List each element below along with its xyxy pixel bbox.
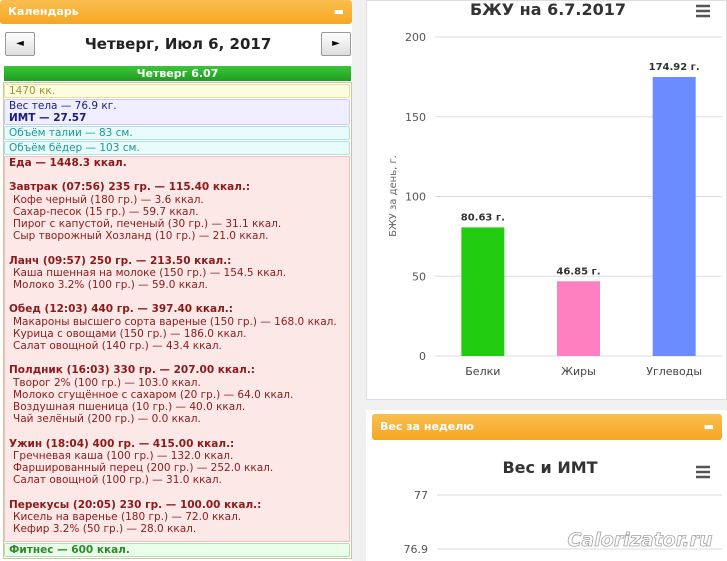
date-title: Четверг, Июл 6, 2017 [84,35,272,53]
weight-header: Вес за неделю ▬ [372,414,722,440]
meal-item: Молоко 3.2% (100 гр.) — 59.0 ккал. [13,279,208,291]
day-header: Четверг 6.07 [4,66,351,81]
collapse[interactable]: ▬ [703,420,714,433]
food-total: Еда — 1448.3 ккал. [9,157,127,169]
food-list: Еда — 1448.3 ккал. Завтрак (07:56) 235 г… [5,157,349,535]
menu-icon[interactable] [696,4,710,18]
meal-item: Творог 2% (100 гр.) — 103.0 ккал. [13,376,201,389]
meal-item: Каша пшенная на молоке (150 гр.) — 154.5… [13,266,287,279]
y-tick-label: 200 [405,31,426,44]
bar [652,77,696,357]
weight-row: Вес тела — 76.9 кг. ИМТ — 27.57 [4,99,350,125]
y-tick-label: 77 [414,489,428,502]
meal-item: Макароны высшего сорта вареные (150 гр.)… [13,315,337,328]
y-tick-label: 150 [405,111,426,124]
meal-item: Кисель на варенье (180 гр.) — 72.0 ккал. [13,510,242,523]
x-tick-label: Белки [465,365,500,378]
meal-title: Завтрак (07:56) 235 гр. — 115.40 ккал.: [9,181,251,194]
y-axis-label: БЖУ за день, г. [388,155,399,237]
header-text: Календарь [8,5,79,18]
prev-button[interactable]: ◄ [5,32,35,56]
data-label: 80.63 г. [461,212,505,223]
meal-item: Воздушная пшеница (10 гр.) — 40.0 ккал. [13,401,246,413]
meal-title: Перекусы (20:05) 230 гр. — 100.00 ккал.: [9,498,262,511]
gutter [352,0,366,561]
data-label: 174.92 г. [649,62,700,73]
meal-item: Гречневая каша (100 гр.) — 132.0 ккал. [13,449,234,462]
hips-row: Объём бёдер — 103 см. [4,141,350,155]
fitness-row: Фитнес — 600 ккал. [4,543,350,557]
weight-text: Вес тела — 76.9 кг. [9,100,117,112]
menu-icon[interactable] [696,465,710,479]
chart-title: БЖУ на 6.7.2017 [470,0,626,19]
bar [461,227,505,356]
calendar-header: Календарь ▬ [0,0,352,24]
meal-item: Сыр творожный Хозланд (10 гр.) — 21.0 кк… [13,230,269,243]
chart-title: Вес и ИМТ [502,458,597,477]
waist-row: Объём талии — 83 см. [4,126,350,140]
header-text: Вес за неделю [380,420,474,433]
food-block: Еда — 1448.3 ккал. Завтрак (07:56) 235 г… [4,156,350,542]
day-box [3,82,352,559]
x-tick-label: Углеводы [646,365,702,378]
meal-item: Сахар-песок (15 гр.) — 59.7 ккал. [13,205,199,218]
x-tick-label: Жиры [561,365,596,378]
meal-title: Полдник (16:03) 330 гр. — 207.00 ккал.: [9,364,256,377]
meal-item: Салат овощной (140 гр.) — 43.4 ккал. [13,340,222,352]
meal-item: Кофе черный (180 гр.) — 3.6 ккал. [13,193,204,206]
meal-item: Чай зелёный (200 гр.) — 0.0 ккал. [13,413,201,426]
y-tick-label: 50 [412,270,426,283]
meal-item: Фаршированный перец (200 гр.) — 252.0 кк… [13,462,274,474]
collapse[interactable]: ▬ [333,5,344,18]
bar [557,281,600,356]
next-button[interactable]: ► [321,32,351,56]
meal-title: Обед (12:03) 440 гр. — 397.40 ккал.: [9,303,233,316]
meal-item: Молоко сгущённое с сахаром (20 гр.) — 64… [13,388,294,401]
meal-item: Кефир 3.2% (50 гр.) — 28.0 ккал. [13,523,197,535]
y-tick-label: 0 [419,350,426,363]
meal-title: Ланч (09:57) 250 гр. — 213.50 ккал.: [9,254,232,267]
y-tick-label: 76.9 [404,543,429,556]
calories-row: 1470 кк. [4,84,350,98]
meal-item: Пирог с капустой, печеный (30 гр.) — 31.… [13,218,282,230]
meal-item: Салат овощной (100 гр.) — 31.0 ккал. [13,474,222,487]
meal-item: Курица с овощами (150 гр.) — 186.0 ккал. [13,327,247,340]
gap [366,400,727,410]
watermark: Calorizator.ru [567,529,712,551]
meal-title: Ужин (18:04) 400 гр. — 415.00 ккал.: [9,437,235,450]
y-tick-label: 100 [405,191,426,204]
data-label: 46.85 г. [556,266,600,277]
bmi-text: ИМТ — 27.57 [9,112,87,124]
